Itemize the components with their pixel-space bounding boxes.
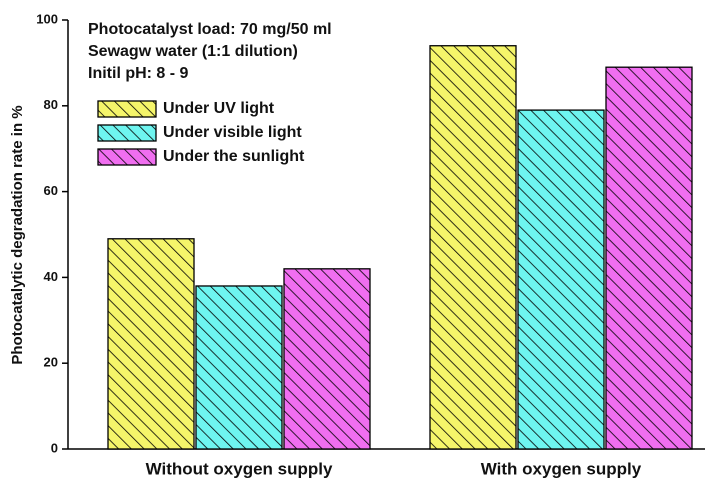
y-tick-label: 60	[44, 183, 58, 198]
y-tick-label: 80	[44, 97, 58, 112]
y-tick-label: 20	[44, 355, 58, 370]
bar	[195, 285, 283, 450]
legend-label: Under visible light	[163, 124, 302, 141]
x-tick-label: Without oxygen supply	[146, 459, 333, 478]
annotation: Photocatalyst load: 70 mg/50 ml	[88, 21, 332, 38]
y-axis-label: Photocatalytic degradation rate in %	[9, 105, 26, 364]
y-tick-label: 100	[36, 11, 58, 26]
bar	[517, 109, 605, 450]
annotation: Initil pH: 8 - 9	[88, 65, 189, 82]
y-tick-label: 40	[44, 269, 58, 284]
legend-swatch	[97, 148, 157, 166]
bar	[283, 268, 371, 450]
legend-swatch	[97, 100, 157, 118]
y-tick-label: 0	[51, 440, 58, 455]
legend-label: Under the sunlight	[163, 148, 305, 165]
bar	[107, 238, 195, 450]
bar	[605, 66, 693, 450]
legend-swatch	[97, 124, 157, 142]
annotation: Sewagw water (1:1 dilution)	[88, 43, 298, 60]
legend-label: Under UV light	[163, 100, 275, 117]
x-tick-label: With oxygen supply	[481, 459, 642, 478]
bar	[429, 45, 517, 450]
